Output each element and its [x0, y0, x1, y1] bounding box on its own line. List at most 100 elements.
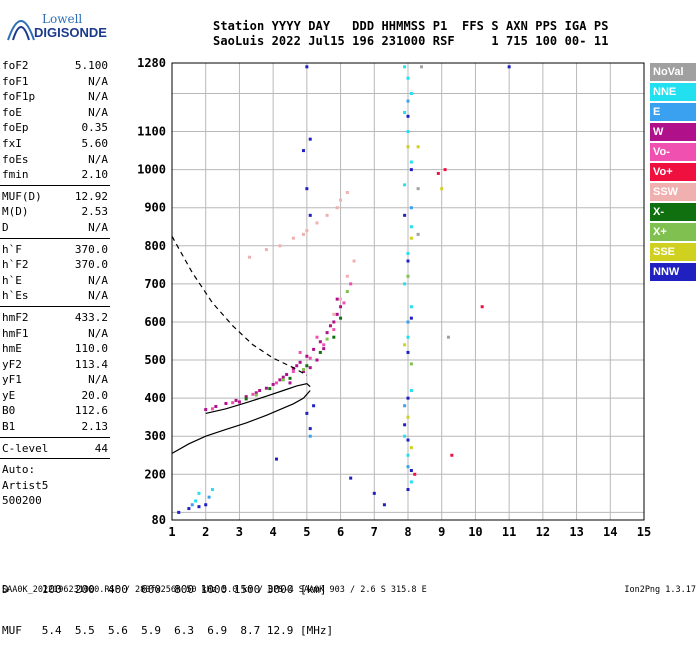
param-row: h`Es N/A: [0, 288, 110, 304]
echo-point-w: [315, 358, 319, 362]
echo-point-vo-: [298, 350, 302, 354]
echo-point-x-: [339, 316, 343, 320]
echo-point-e: [409, 206, 413, 210]
echo-point-sse: [406, 415, 410, 419]
echo-point-nnw: [187, 507, 191, 511]
param-value: 12.92: [74, 189, 108, 203]
echo-point-nne: [197, 491, 201, 495]
param-value: N/A: [88, 373, 108, 387]
echo-point-vo-: [210, 407, 214, 411]
param-row: foF1 N/A: [0, 74, 110, 90]
echo-point-nne: [210, 488, 214, 492]
logo-emblem-icon: [7, 20, 35, 41]
clevel-value: 44: [94, 441, 108, 455]
echo-point-w: [298, 360, 302, 364]
echo-point-w: [264, 386, 268, 390]
echo-point-w: [312, 347, 316, 351]
x-tick-label: 4: [270, 525, 277, 539]
echo-point-e: [207, 495, 211, 499]
param-value: 2.10: [81, 168, 109, 182]
param-label: foF1: [2, 74, 29, 88]
param-row: fxI 5.60: [0, 136, 110, 152]
echo-point-x-: [288, 376, 292, 380]
echo-point-vo-: [436, 171, 440, 175]
echo-point-ssw: [339, 297, 343, 301]
echo-point-w: [285, 373, 289, 377]
param-value: N/A: [88, 220, 108, 234]
auto-code: 500200: [2, 494, 42, 508]
echo-point-w: [308, 366, 312, 370]
parameters-panel: foF2 5.100 foF1 N/A foF1p N/A foE N/A foEp 0.…: [0, 58, 110, 509]
legend-item-ssw: SSW: [650, 183, 696, 201]
echo-point-x-: [305, 364, 309, 368]
distance-row: D 100 200 400 600 800 1000 1500 3000 [km…: [2, 583, 327, 596]
echo-point-ssw: [264, 248, 268, 252]
echo-point-nne: [403, 434, 407, 438]
x-tick-label: 13: [569, 525, 583, 539]
param-row: fmin 2.10: [0, 167, 110, 183]
y-tick-label: 600: [144, 315, 166, 329]
echo-point-x-: [254, 393, 258, 397]
echo-point-w: [295, 364, 299, 368]
echo-point-nnw: [308, 137, 312, 141]
x-tick-label: 14: [603, 525, 617, 539]
param-value: 433.2: [74, 310, 108, 324]
param-row: hmF2 433.2: [0, 310, 110, 326]
echo-point-nnw: [301, 149, 305, 153]
divider: [0, 305, 110, 307]
echo-point-w: [301, 369, 305, 373]
clevel-label: C-level: [2, 441, 49, 455]
params-group-frequencies: foF2 5.100 foF1 N/A foF1p N/A foE N/A foEp 0.…: [0, 58, 110, 183]
echo-point-e: [406, 320, 410, 324]
echo-point-ssw: [352, 259, 356, 263]
echo-point-nnw: [349, 476, 353, 480]
echo-point-sse: [403, 343, 407, 347]
auto-artist: Artist5: [2, 478, 49, 492]
echo-point-w: [339, 305, 343, 309]
axes: 1 2 3 4 5 6 7 8 9 10 11 12 13 14 158020030040050060070…: [137, 56, 651, 539]
y-tick-label: 1280: [137, 56, 166, 70]
echo-point-noval: [416, 187, 420, 191]
param-label: foE: [2, 105, 22, 119]
echo-point-x-: [301, 368, 305, 372]
param-value: N/A: [88, 152, 108, 166]
echo-point-nnw: [406, 114, 410, 118]
x-tick-label: 10: [468, 525, 482, 539]
param-row: M(D) 2.53: [0, 204, 110, 220]
param-value: 2.53: [81, 205, 109, 219]
param-value: 370.0: [74, 258, 108, 272]
echo-point-nne: [403, 111, 407, 115]
echo-point-nne: [403, 282, 407, 286]
echo-point-w: [291, 366, 295, 370]
echo-point-w: [305, 354, 309, 358]
x-tick-label: 9: [438, 525, 445, 539]
y-tick-label: 900: [144, 201, 166, 215]
echo-point-nnw: [507, 65, 511, 69]
echo-point-w: [244, 395, 248, 399]
echo-point-vo-: [275, 381, 279, 385]
polarization-legend: NoVal NNE E W Vo- Vo+ SSW X- X+ SSE NNW: [650, 63, 696, 283]
profile-line-dashed: [171, 236, 308, 376]
echo-point-nne: [403, 65, 407, 69]
echo-point-w: [271, 382, 275, 386]
echo-point-w: [288, 381, 292, 385]
echo-point-sse: [409, 236, 413, 240]
echo-point-nnw: [372, 491, 376, 495]
echo-point-w: [322, 347, 326, 351]
echo-point-x-: [406, 274, 410, 278]
echo-point-x-: [325, 337, 329, 341]
param-row: B0 112.6: [0, 403, 110, 419]
echo-point-w: [278, 378, 282, 382]
legend-item-x-plus: X+: [650, 223, 696, 241]
param-label: M(D): [2, 205, 29, 219]
legend-item-e: E: [650, 103, 696, 121]
param-label: fmin: [2, 168, 29, 182]
echo-point-nne: [406, 335, 410, 339]
echo-point-x-: [409, 362, 413, 366]
param-row: hmF1 N/A: [0, 326, 110, 342]
param-row: yF1 N/A: [0, 372, 110, 388]
x-tick-label: 6: [337, 525, 344, 539]
echo-point-e: [406, 465, 410, 469]
param-value: N/A: [88, 74, 108, 88]
x-tick-label: 12: [536, 525, 550, 539]
